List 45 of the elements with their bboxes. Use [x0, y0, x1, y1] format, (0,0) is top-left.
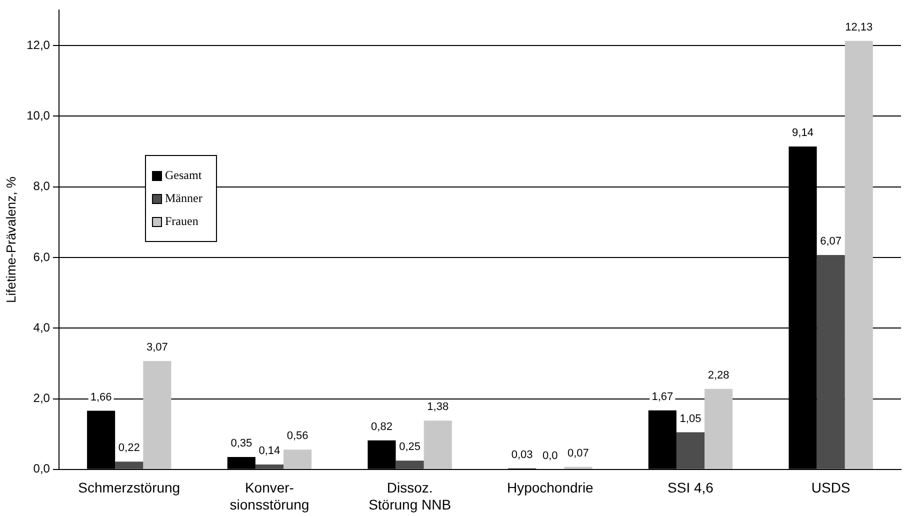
y-tick-label: 0,0	[33, 462, 50, 476]
data-label: 6,07	[820, 236, 842, 248]
data-label: 0,07	[568, 447, 589, 460]
x-tick-label: Dissoz. Störung NNB	[368, 480, 452, 512]
bar	[676, 432, 705, 469]
data-label: 0,0	[542, 450, 558, 462]
bar	[115, 462, 144, 469]
data-label: 1,67	[652, 390, 674, 403]
bar	[143, 360, 172, 469]
data-label: 3,07	[146, 341, 168, 354]
x-tick-label: SSI 4,6	[668, 480, 714, 496]
bar	[284, 450, 312, 469]
data-label: 1,38	[427, 401, 449, 414]
bar	[844, 40, 873, 469]
y-axis-title: Lifetime-Prävalenz, %	[3, 176, 18, 304]
y-tick-label: 2,0	[33, 391, 50, 406]
y-tick-label: 10,0	[26, 108, 50, 122]
bar	[424, 420, 452, 469]
legend-label: Frauen	[164, 214, 200, 229]
bar	[396, 460, 424, 469]
data-label: 0,25	[399, 441, 421, 454]
data-label: 9,14	[792, 127, 814, 140]
data-label: 0,35	[230, 438, 252, 450]
bar	[704, 388, 733, 469]
y-tick-label: 12,0	[26, 38, 50, 52]
y-tick-label: 4,0	[33, 320, 50, 334]
data-label: 2,28	[708, 369, 730, 382]
data-label: 0,14	[258, 444, 280, 457]
data-label: 1,66	[90, 391, 112, 404]
x-tick-label: Hypochondrie	[506, 480, 594, 496]
data-label: 12,13	[845, 21, 873, 34]
x-tick-label: USDS	[811, 480, 850, 496]
data-label: 0,03	[511, 448, 533, 461]
x-tick-label: Konver- sionsstörung	[230, 480, 310, 512]
data-label: 0,82	[371, 420, 392, 433]
y-tick-label: 8,0	[33, 179, 50, 194]
bar	[816, 254, 845, 469]
legend-label: Männer	[164, 191, 202, 206]
data-label: 1,05	[680, 412, 702, 425]
bar	[255, 464, 284, 469]
y-tick-label: 6,0	[33, 250, 50, 264]
legend-label: Gesamt	[164, 168, 202, 183]
x-tick-label: Schmerzstörung	[78, 480, 180, 496]
data-label: 0,22	[118, 442, 140, 454]
data-label: 0,56	[286, 430, 308, 442]
